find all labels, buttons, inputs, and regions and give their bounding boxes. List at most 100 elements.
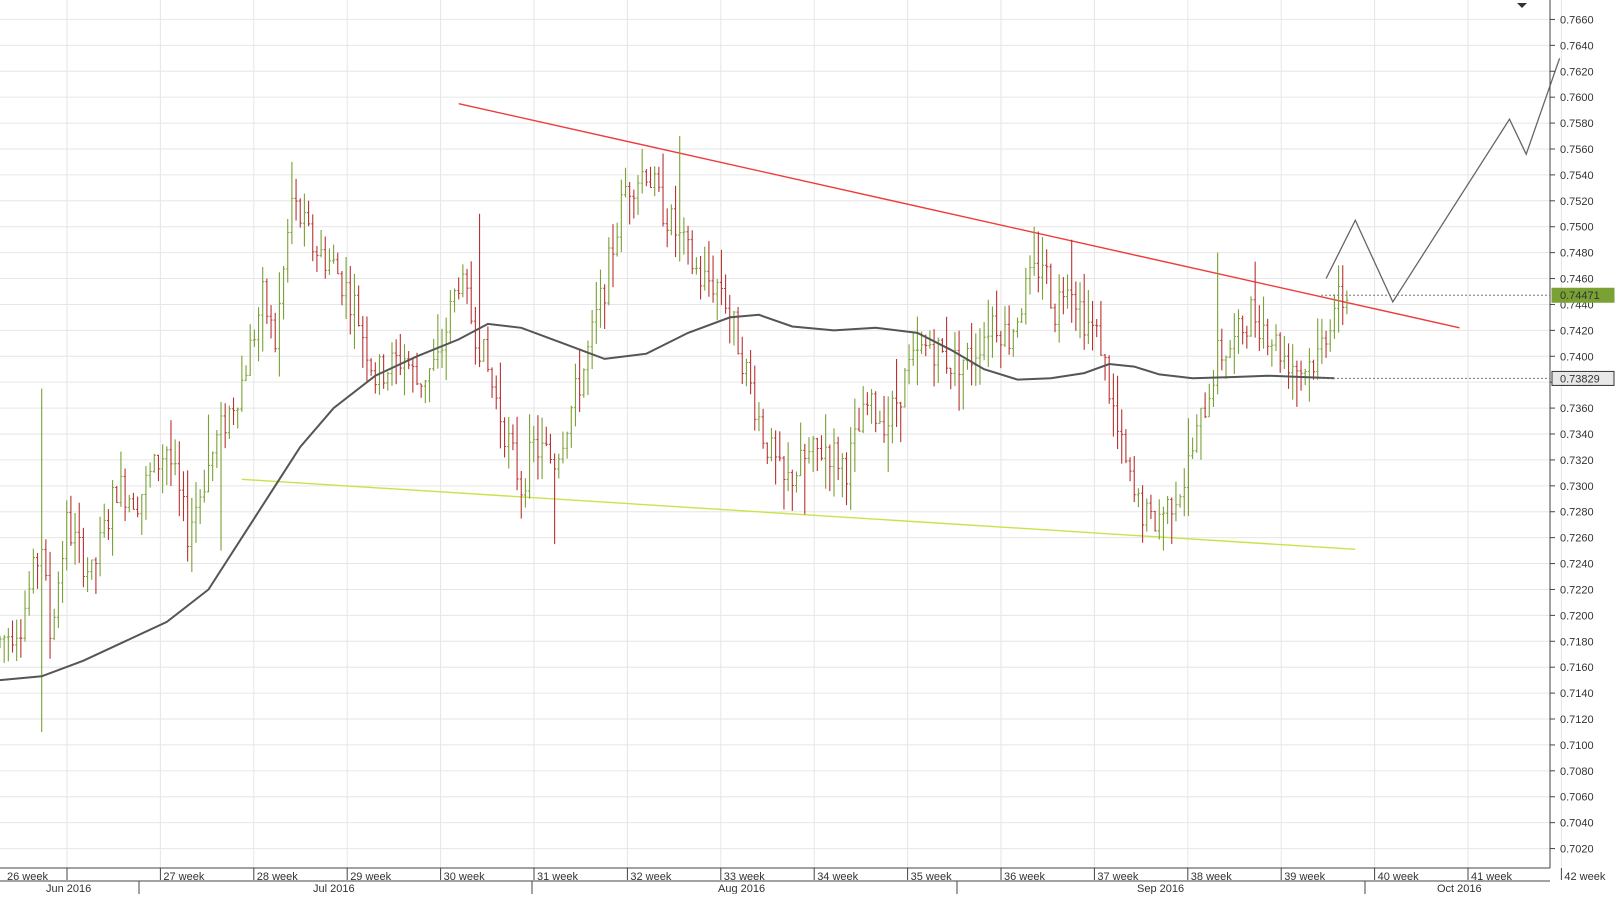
x-tick-label: 34 week xyxy=(817,871,858,883)
y-tick-label: 0.7040 xyxy=(1560,818,1594,830)
ohlc-bar xyxy=(1241,315,1245,345)
ohlc-bar xyxy=(911,331,915,366)
x-tick-label: 32 week xyxy=(630,871,671,883)
ohlc-bar xyxy=(23,590,27,642)
y-tick-label: 0.7480 xyxy=(1560,248,1594,260)
ohlc-bar xyxy=(807,437,811,464)
ohlc-bar xyxy=(970,323,974,386)
ohlc-bar xyxy=(636,175,640,215)
price-tag-box xyxy=(1551,287,1615,303)
ohlc-bar xyxy=(674,185,678,257)
ohlc-bar xyxy=(1345,290,1349,315)
ohlc-bar xyxy=(836,436,840,481)
y-tick-label: 0.7320 xyxy=(1560,455,1594,467)
ohlc-bar xyxy=(215,430,219,468)
ohlc-bar xyxy=(361,316,365,368)
x-tick-label: 37 week xyxy=(1097,871,1138,883)
ohlc-bar xyxy=(1270,339,1274,367)
ohlc-bar xyxy=(65,500,69,571)
ohlc-bar xyxy=(1128,457,1132,482)
ohlc-bar xyxy=(736,307,740,355)
ohlc-bar xyxy=(115,485,119,504)
ohlc-bar xyxy=(1086,290,1090,344)
ohlc-bar xyxy=(982,322,986,361)
y-tick-label: 0.7260 xyxy=(1560,533,1594,545)
ohlc-bar xyxy=(840,453,844,498)
ohlc-bar xyxy=(803,443,807,515)
ohlc-bar xyxy=(553,453,557,545)
ohlc-bar xyxy=(519,470,523,519)
ohlc-bar xyxy=(19,619,23,658)
ohlc-bar xyxy=(252,329,256,348)
ohlc-bar xyxy=(219,401,223,551)
y-tick-label: 0.7560 xyxy=(1560,144,1594,156)
ohlc-bar xyxy=(1324,330,1328,358)
ohlc-bar xyxy=(240,355,244,412)
ohlc-bar xyxy=(694,257,698,275)
ohlc-bar xyxy=(903,368,907,408)
month-label: Aug 2016 xyxy=(718,883,765,894)
ohlc-bar xyxy=(1232,313,1236,374)
ohlc-bar xyxy=(644,169,648,187)
ohlc-bar xyxy=(194,482,198,543)
ohlc-bar xyxy=(1049,263,1053,309)
ohlc-bar xyxy=(1320,318,1324,364)
ohlc-bar xyxy=(398,334,402,376)
price-tags: 0.74471 0.73829 xyxy=(1321,287,1615,386)
ohlc-bar xyxy=(974,333,978,386)
ohlc-bar xyxy=(1074,281,1078,331)
ohlc-bar xyxy=(665,208,669,248)
ohlc-bar xyxy=(653,166,657,197)
ohlc-bar xyxy=(603,284,607,330)
ohlc-bar xyxy=(1066,274,1070,309)
ohlc-bar xyxy=(1249,296,1253,337)
ohlc-bar xyxy=(232,397,236,425)
ohlc-bar xyxy=(298,198,302,228)
y-tick-label: 0.7160 xyxy=(1560,662,1594,674)
ohlc-bar xyxy=(1199,407,1203,460)
ohlc-bar xyxy=(98,516,102,577)
ohlc-bar xyxy=(461,264,465,298)
ohlc-bar xyxy=(1245,325,1249,349)
ohlc-bar xyxy=(1136,488,1140,508)
ohlc-bar xyxy=(1099,300,1103,356)
ohlc-bar xyxy=(1078,282,1082,339)
ohlc-bar xyxy=(0,635,2,649)
ohlc-bar xyxy=(786,442,790,492)
ohlc-bar xyxy=(753,365,757,431)
ohlc-bar xyxy=(1070,239,1074,323)
ohlc-bar xyxy=(544,426,548,447)
y-tick-label: 0.7280 xyxy=(1560,507,1594,519)
ohlc-bar xyxy=(507,417,511,469)
ohlc-bar xyxy=(594,281,598,345)
ohlc-bar xyxy=(682,217,686,255)
ohlc-bar xyxy=(1307,348,1311,402)
ohlc-bar xyxy=(1332,294,1336,339)
x-tick-label: 35 week xyxy=(911,871,952,883)
ohlc-bar xyxy=(227,405,231,440)
ohlc-bar xyxy=(1153,510,1157,532)
ohlc-bar xyxy=(890,390,894,444)
ohlc-bar xyxy=(1095,319,1099,338)
menu-arrow-icon xyxy=(1517,3,1527,8)
ohlc-bar xyxy=(1236,309,1240,354)
ohlc-bar xyxy=(61,540,65,603)
ohlc-bar xyxy=(498,362,502,449)
ohlc-bar xyxy=(161,444,165,494)
ohlc-bar xyxy=(1228,339,1232,358)
ohlc-bar xyxy=(699,255,703,300)
ohlc-bar xyxy=(936,337,940,384)
ohlc-bar xyxy=(457,277,461,300)
ohlc-bar xyxy=(978,328,982,385)
ohlc-bar xyxy=(611,224,615,288)
ohlc-bar xyxy=(794,471,798,493)
x-tick-label: 31 week xyxy=(537,871,578,883)
ohlc-bar xyxy=(106,509,110,540)
ohlc-bar xyxy=(557,453,561,479)
ohlc-bar xyxy=(340,271,344,306)
ohlc-bar xyxy=(886,396,890,473)
ohlc-bar xyxy=(824,414,828,489)
ohlc-bar xyxy=(1195,414,1199,453)
